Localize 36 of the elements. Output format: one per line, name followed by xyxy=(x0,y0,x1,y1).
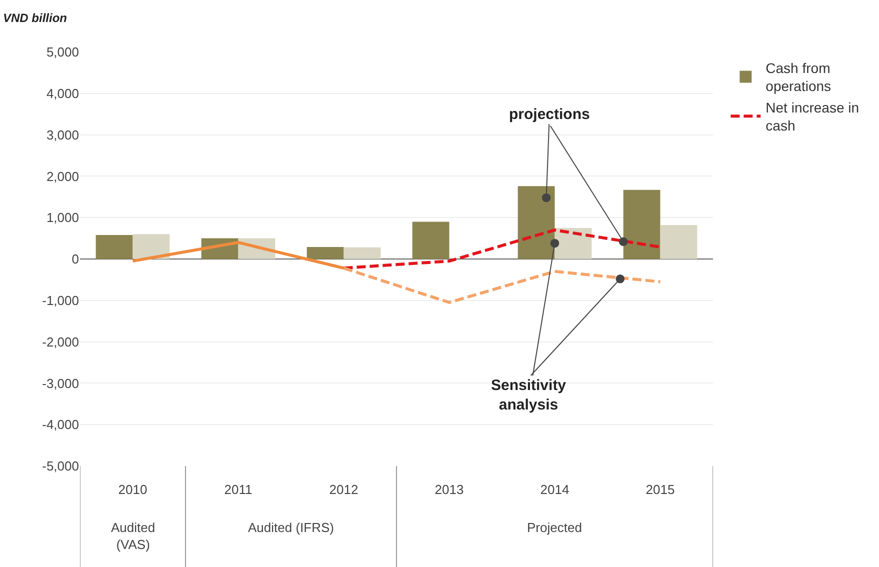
bar xyxy=(132,234,170,259)
bar xyxy=(96,234,133,259)
text: Audited (IFRS) xyxy=(248,520,334,535)
x-tick-label: 2011 xyxy=(224,482,252,497)
x-tick-label: 2015 xyxy=(646,482,675,497)
legend-label: Net increase in cash xyxy=(766,99,860,134)
text: Audited (VAS) xyxy=(111,520,156,552)
bar xyxy=(518,186,555,259)
annotation: projections xyxy=(509,106,590,123)
bar xyxy=(623,190,660,259)
y-tick-label: 3,000 xyxy=(46,127,79,142)
x-tick-label: 2010 xyxy=(118,482,148,497)
legend-label: Cash from operations xyxy=(766,60,832,94)
y-tick-label: 2,000 xyxy=(46,168,79,184)
line-series xyxy=(342,228,662,270)
bar xyxy=(554,228,592,259)
y-tick-label: -4,000 xyxy=(42,417,79,432)
x-tick-label: 2012 xyxy=(329,482,358,497)
y-axis-title: VND billion xyxy=(3,11,67,25)
y-tick-label: 5,000 xyxy=(46,44,79,60)
x-tick-label: 2013 xyxy=(434,482,464,497)
y-tick-label: -2,000 xyxy=(42,334,79,350)
y-tick-label: 4,000 xyxy=(46,86,79,101)
y-tick-label: 1,000 xyxy=(46,210,79,226)
bar xyxy=(412,222,450,259)
bar xyxy=(306,246,344,259)
annotation: Sensitivity analysis xyxy=(491,377,567,414)
text: Projected xyxy=(527,520,582,535)
line-series xyxy=(342,266,662,304)
y-tick-label: 0 xyxy=(72,252,79,267)
x-tick-label: 2014 xyxy=(540,482,570,497)
bar xyxy=(660,225,698,259)
y-tick-label: -3,000 xyxy=(42,376,79,391)
y-tick-label: -5,000 xyxy=(42,458,79,474)
y-tick-label: -1,000 xyxy=(42,292,79,308)
bar xyxy=(344,247,381,259)
